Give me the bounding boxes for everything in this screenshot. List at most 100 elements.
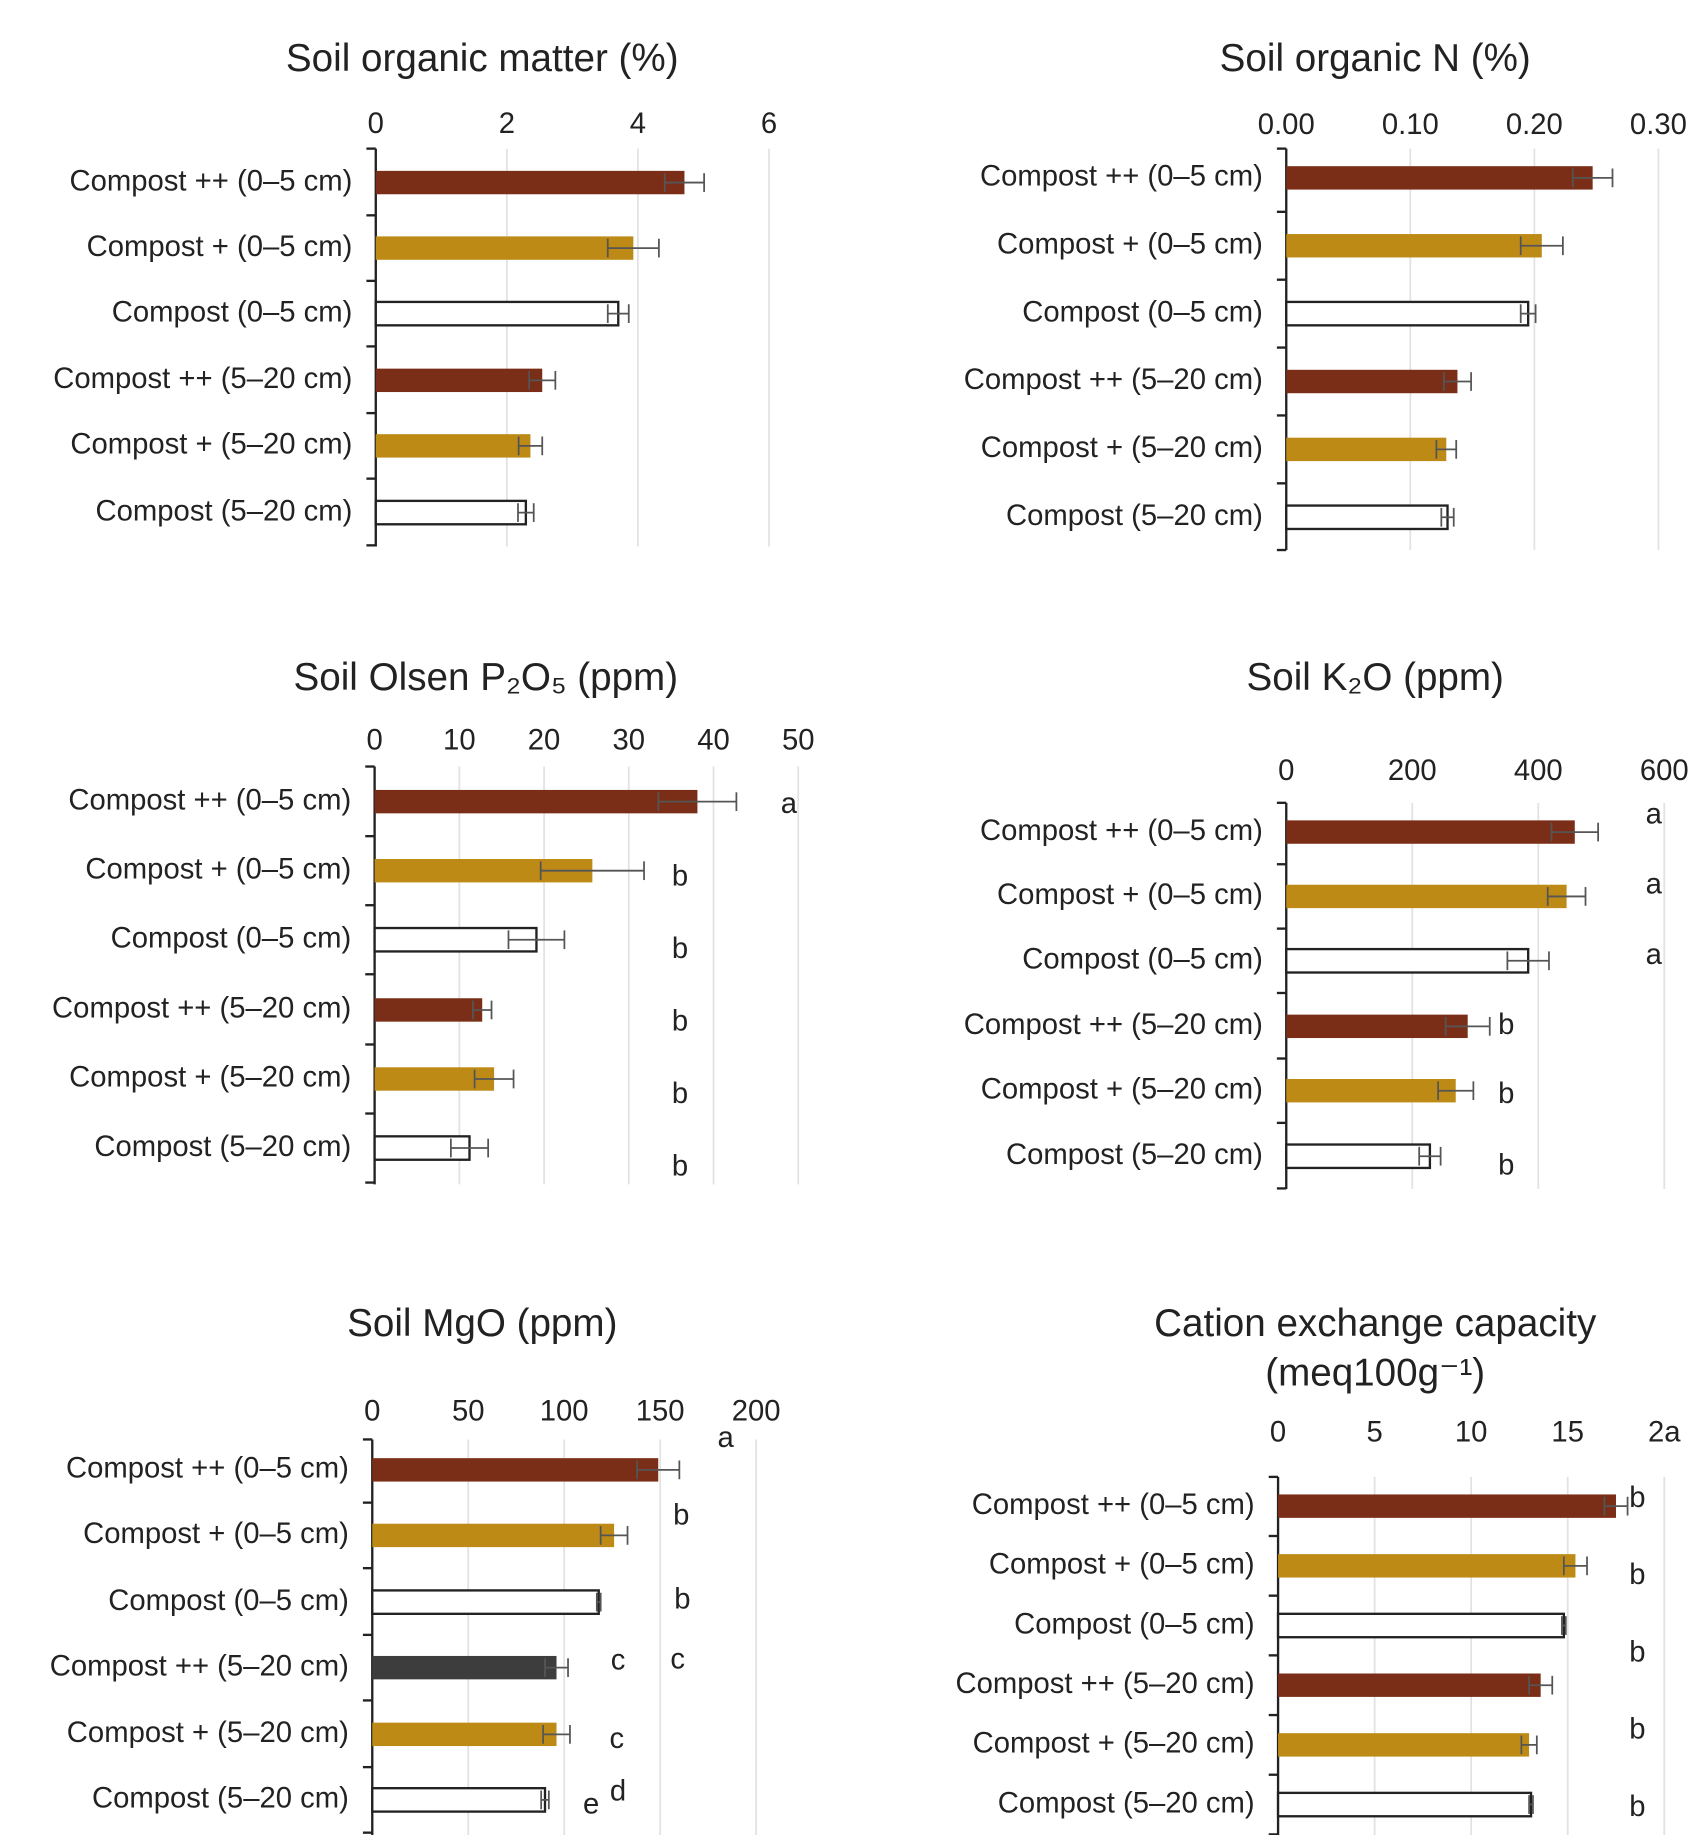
bar xyxy=(375,368,543,393)
chart-title: Soil Olsen P₂O₅ (ppm) xyxy=(293,656,678,699)
x-tick-label: 0.20 xyxy=(1506,109,1563,141)
category-label: Compost (5–20 cm) xyxy=(1006,500,1263,532)
x-tick-label: 4 xyxy=(630,108,646,140)
significance-letter: b xyxy=(1629,1482,1645,1514)
bar xyxy=(1278,1554,1576,1578)
x-tick-label: 200 xyxy=(1388,755,1437,787)
significance-letter: b xyxy=(672,860,688,892)
chart-title: Soil MgO (ppm) xyxy=(347,1302,617,1345)
bar xyxy=(1286,437,1447,462)
x-tick-label: 0.30 xyxy=(1630,109,1687,141)
category-label: Compost + (5–20 cm) xyxy=(69,1062,351,1094)
category-label: Compost ++ (5–20 cm) xyxy=(52,993,351,1025)
significance-letter: c xyxy=(610,1723,625,1755)
significance-letter: b xyxy=(672,1078,688,1110)
bar xyxy=(1286,234,1542,258)
category-label: Compost ++ (0–5 cm) xyxy=(980,815,1263,847)
category-label: Compost (5–20 cm) xyxy=(92,1783,349,1815)
x-tick-label: 0 xyxy=(366,725,382,757)
x-tick-label: 0 xyxy=(368,108,384,140)
category-label: Compost + (5–20 cm) xyxy=(70,429,352,461)
significance-letter: b xyxy=(1498,1078,1514,1110)
category-label: Compost (0–5 cm) xyxy=(1022,944,1263,976)
x-tick-label: 2 xyxy=(499,108,515,140)
bar xyxy=(374,858,593,883)
x-tick-label: 10 xyxy=(1455,1416,1488,1448)
x-tick-label: 50 xyxy=(452,1395,485,1427)
significance-letter: a xyxy=(718,1422,735,1454)
bar xyxy=(371,1589,600,1615)
bar xyxy=(372,1523,615,1548)
bar xyxy=(1286,884,1567,909)
category-label: Compost (0–5 cm) xyxy=(111,922,352,954)
bar xyxy=(1276,1791,1533,1818)
bar xyxy=(1286,166,1593,190)
significance-letter: c xyxy=(611,1645,626,1677)
category-label: Compost (0–5 cm) xyxy=(1014,1608,1255,1640)
bar xyxy=(372,1722,557,1747)
category-label: Compost + (0–5 cm) xyxy=(989,1549,1255,1581)
bar xyxy=(375,170,685,195)
annotation: e xyxy=(583,1788,599,1820)
significance-letter: d xyxy=(610,1776,626,1808)
significance-letter: a xyxy=(781,788,798,820)
chart-title: Soil organic N (%) xyxy=(1220,37,1531,80)
category-label: Compost (0–5 cm) xyxy=(1022,296,1263,328)
category-label: Compost ++ (5–20 cm) xyxy=(964,1009,1263,1041)
x-tick-label: 400 xyxy=(1514,755,1563,787)
category-label: Compost + (5–20 cm) xyxy=(981,432,1263,464)
x-tick-label: 10 xyxy=(443,725,476,757)
bar xyxy=(374,789,698,814)
x-tick-label: 0 xyxy=(1270,1416,1286,1448)
category-label: Compost + (0–5 cm) xyxy=(997,228,1263,260)
bar xyxy=(374,1067,495,1091)
category-label: Compost ++ (5–20 cm) xyxy=(50,1650,349,1682)
category-label: Compost ++ (0–5 cm) xyxy=(68,784,351,816)
category-label: Compost ++ (0–5 cm) xyxy=(972,1489,1255,1521)
bar xyxy=(372,1458,659,1482)
significance-letter: b xyxy=(1629,1559,1645,1591)
category-label: Compost (0–5 cm) xyxy=(112,296,353,328)
significance-letter: b xyxy=(672,1151,688,1183)
category-label: Compost (5–20 cm) xyxy=(998,1787,1255,1819)
bar xyxy=(1285,947,1530,974)
bar xyxy=(375,236,634,260)
significance-letter: a xyxy=(1646,939,1663,971)
category-label: Compost (5–20 cm) xyxy=(1006,1139,1263,1171)
chart-title: Cation exchange capacity xyxy=(1154,1302,1597,1345)
category-label: Compost + (5–20 cm) xyxy=(981,1073,1263,1105)
significance-letter: b xyxy=(672,933,688,965)
bar xyxy=(1286,1078,1456,1103)
category-label: Compost + (5–20 cm) xyxy=(973,1728,1255,1760)
significance-letter: a xyxy=(1646,798,1663,830)
x-tick-label: 20 xyxy=(528,725,561,757)
category-label: Compost + (0–5 cm) xyxy=(85,853,351,885)
significance-letter: b xyxy=(1498,1150,1514,1182)
bar xyxy=(1278,1494,1616,1518)
x-tick-label: 5 xyxy=(1366,1416,1382,1448)
category-label: Compost ++ (5–20 cm) xyxy=(964,364,1263,396)
bar xyxy=(375,434,531,458)
bar xyxy=(1285,300,1530,327)
significance-letter: b xyxy=(672,1006,688,1038)
category-label: Compost + (0–5 cm) xyxy=(87,231,353,263)
category-label: Compost + (0–5 cm) xyxy=(997,879,1263,911)
x-tick-label: 15 xyxy=(1551,1416,1584,1448)
x-tick-label: 600 xyxy=(1640,755,1689,787)
category-label: Compost + (0–5 cm) xyxy=(83,1518,349,1550)
significance-letter: b xyxy=(1629,1636,1645,1668)
x-tick-label: 0 xyxy=(1278,755,1294,787)
bar xyxy=(1286,1014,1468,1039)
bar xyxy=(1285,504,1449,531)
significance-letter: b xyxy=(674,1584,690,1616)
bar xyxy=(1285,1143,1432,1170)
significance-letter: b xyxy=(1629,1714,1645,1746)
x-tick-label: 150 xyxy=(636,1395,685,1427)
significance-letter: b xyxy=(1498,1009,1514,1041)
x-tick-label: 0.00 xyxy=(1258,109,1315,141)
chart-title: Soil organic matter (%) xyxy=(286,37,679,80)
x-tick-label: 200 xyxy=(732,1395,781,1427)
bar xyxy=(374,300,620,327)
chart-title: Soil K₂O (ppm) xyxy=(1246,656,1503,699)
